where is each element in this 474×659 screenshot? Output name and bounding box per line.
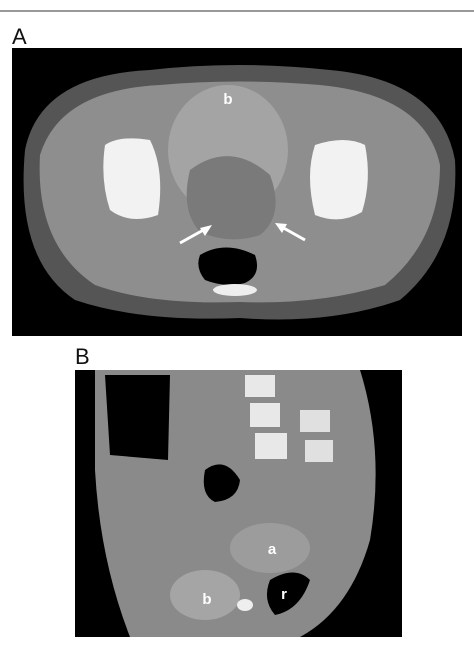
panel-label: B <box>75 344 90 369</box>
ct-axial-image <box>12 48 462 336</box>
ct-sagittal-image <box>75 370 402 637</box>
annotation: b <box>202 591 211 608</box>
annotation: r <box>281 586 287 603</box>
panel-label: A <box>12 24 27 49</box>
annotation: a <box>268 541 277 558</box>
annotation: b <box>223 91 232 108</box>
